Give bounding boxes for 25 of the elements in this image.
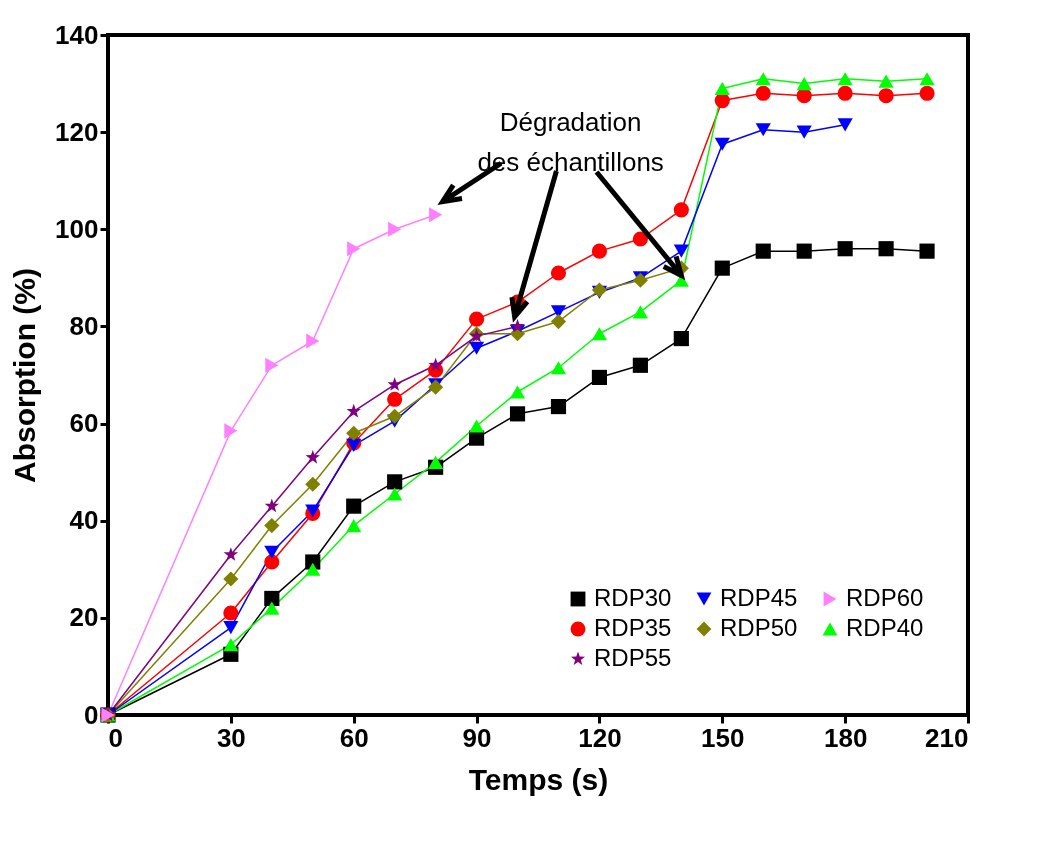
x-tick-label: 0	[108, 722, 123, 753]
x-axis-title: Temps (s)	[468, 762, 609, 796]
x-tick-label: 210	[925, 722, 969, 753]
y-tick-label: 60	[69, 408, 99, 439]
x-tick-label: 90	[462, 722, 492, 753]
y-tick-label: 140	[55, 19, 99, 50]
y-tick-label: 120	[55, 116, 99, 147]
x-tick-label: 150	[701, 722, 745, 753]
y-axis-title: Absorption (%)	[8, 268, 42, 483]
legend-label: RDP55	[594, 644, 672, 671]
x-tick-label: 60	[339, 722, 369, 753]
y-tick-label: 40	[69, 505, 99, 536]
y-tick-label: 0	[84, 699, 99, 730]
x-tick-label: 180	[823, 722, 868, 753]
legend-label: RDP40	[846, 614, 924, 641]
legend-label: RDP50	[720, 614, 798, 641]
x-tick-label: 30	[216, 722, 246, 753]
x-tick-label: 120	[578, 722, 622, 753]
y-tick-label: 80	[69, 310, 99, 341]
legend-label: RDP45	[720, 584, 798, 611]
y-tick-label: 20	[69, 602, 99, 633]
legend-label: RDP60	[846, 584, 924, 611]
y-tick-label: 100	[55, 213, 99, 244]
legend-label: RDP35	[594, 614, 672, 641]
legend-label: RDP30	[594, 584, 672, 611]
